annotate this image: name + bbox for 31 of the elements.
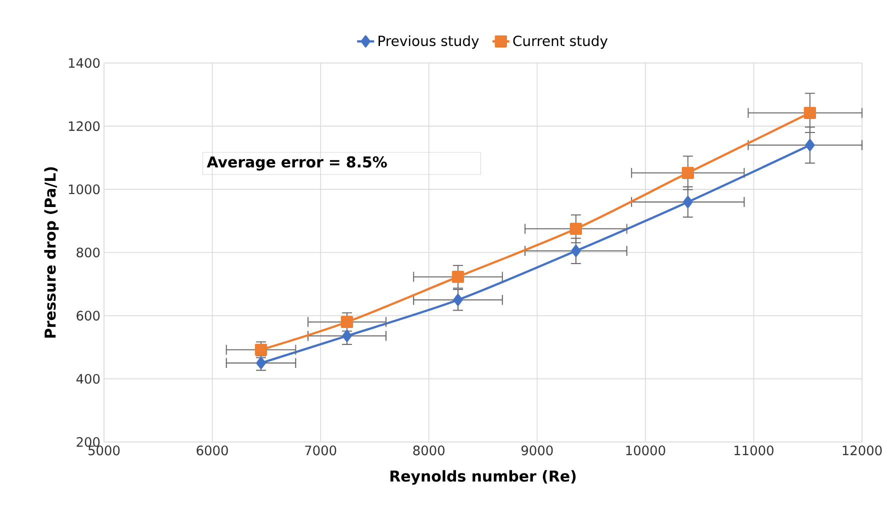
y-axis-title: Pressure drop (Pa/L) (44, 167, 59, 338)
x-tick-label: 11000 (734, 446, 774, 456)
point (342, 330, 352, 342)
y-tick-label: 1200 (68, 121, 100, 132)
x-axis-title: Reynolds number (Re) (390, 470, 576, 485)
legend-label: Current study (513, 35, 608, 49)
x-tick-label: 6000 (196, 446, 228, 456)
x-tick-label: 5000 (88, 446, 120, 456)
y-tick-label: 1400 (68, 58, 100, 68)
x-tick-label: 9000 (521, 446, 553, 456)
x-tick-label: 7000 (305, 446, 336, 456)
point (571, 244, 581, 257)
point (804, 106, 816, 119)
point (254, 344, 268, 356)
point (452, 270, 464, 283)
point (683, 196, 693, 208)
point (805, 139, 815, 152)
point (682, 166, 694, 179)
y-tick-label: 600 (76, 310, 100, 321)
annotation: Average error = 8.5% (206, 156, 387, 171)
legend-label: Previous study (378, 35, 479, 49)
point (570, 222, 582, 235)
y-tick-label: 400 (76, 374, 100, 384)
x-tick-label: 8000 (413, 446, 444, 456)
point (340, 316, 354, 328)
x-tick-label: 10000 (626, 446, 666, 456)
x-tick-label: 12000 (842, 446, 882, 456)
y-tick-label: 200 (76, 437, 100, 447)
y-tick-label: 1000 (68, 184, 100, 194)
y-tick-label: 800 (76, 248, 100, 258)
point (453, 294, 463, 306)
